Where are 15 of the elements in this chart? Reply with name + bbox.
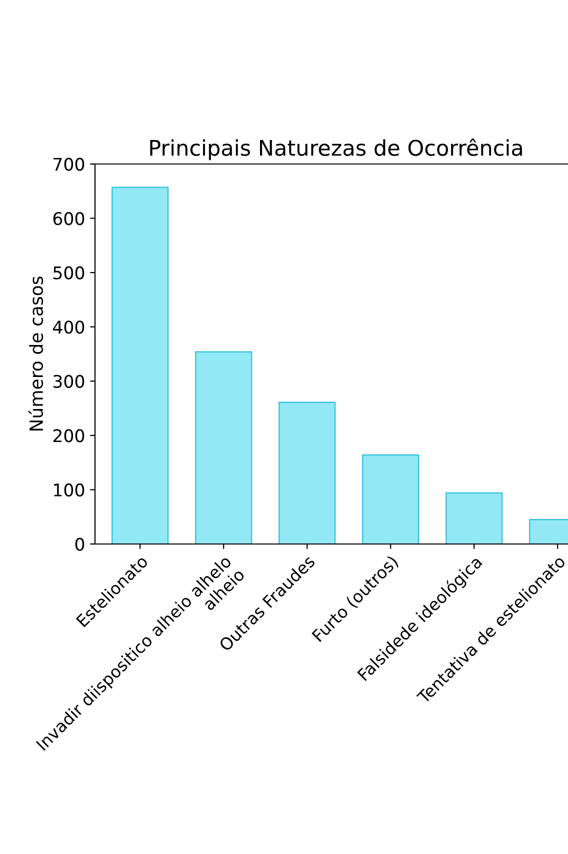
y-tick-label: 0: [75, 538, 84, 551]
chart-title: Principais Naturezas de Ocorrência: [150, 138, 522, 160]
y-tick-label: 100: [54, 483, 84, 497]
bar: [112, 186, 169, 544]
y-tick-label: 700: [54, 158, 84, 171]
y-tick-label: 400: [52, 320, 84, 334]
bar: [278, 402, 336, 544]
y-tick-label: 200: [53, 429, 84, 442]
y-tick-label: 300: [53, 374, 84, 388]
y-tick-label: 600: [53, 212, 84, 226]
bar: [362, 454, 420, 544]
y-axis-title: Número de casos: [28, 276, 44, 431]
bar: [195, 351, 252, 544]
bar: [446, 492, 503, 544]
y-tick-label: 500: [53, 266, 84, 280]
